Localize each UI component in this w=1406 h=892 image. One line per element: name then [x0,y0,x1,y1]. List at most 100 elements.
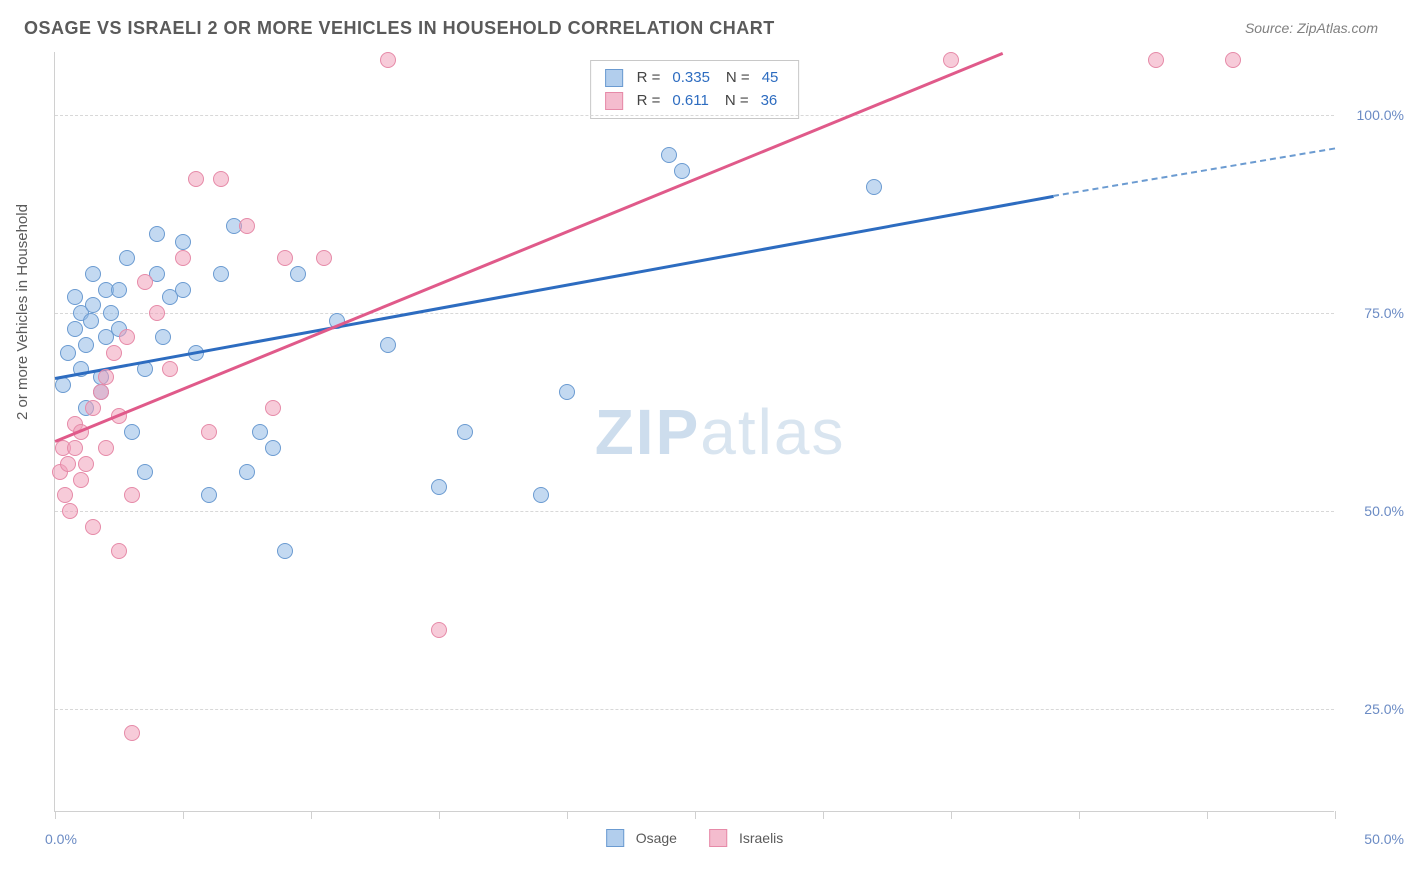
x-tick [311,811,312,819]
data-point [380,337,396,353]
legend-r-value: 0.611 [672,90,708,113]
x-tick [439,811,440,819]
gridline [55,709,1334,710]
data-point [62,503,78,519]
data-point [137,464,153,480]
data-point [533,487,549,503]
x-tick [951,811,952,819]
legend-r-label: R = [637,67,661,90]
data-point [380,52,396,68]
data-point [124,725,140,741]
chart-title: OSAGE VS ISRAELI 2 OR MORE VEHICLES IN H… [24,18,775,39]
data-point [149,226,165,242]
data-point [124,487,140,503]
legend-correlation: R =0.335N =45R =0.611N =36 [590,60,800,119]
y-tick-label: 100.0% [1357,107,1404,123]
data-point [85,519,101,535]
data-point [78,337,94,353]
data-point [83,313,99,329]
data-point [137,274,153,290]
x-tick [1079,811,1080,819]
legend-series-item: Israelis [709,829,783,847]
data-point [93,384,109,400]
trend-line [1053,147,1335,196]
data-point [674,163,690,179]
data-point [277,543,293,559]
legend-r-label: R = [637,90,661,113]
legend-swatch [606,829,624,847]
data-point [85,297,101,313]
data-point [239,464,255,480]
data-point [73,472,89,488]
data-point [119,250,135,266]
data-point [78,456,94,472]
data-point [213,171,229,187]
data-point [1225,52,1241,68]
data-point [175,250,191,266]
data-point [559,384,575,400]
x-tick [55,811,56,819]
data-point [60,345,76,361]
y-tick-label: 25.0% [1364,701,1404,717]
y-axis-title: 2 or more Vehicles in Household [14,204,31,420]
trend-line [55,52,1003,442]
x-tick [1207,811,1208,819]
data-point [277,250,293,266]
data-point [943,52,959,68]
data-point [201,487,217,503]
x-tick [1335,811,1336,819]
data-point [265,440,281,456]
data-point [60,456,76,472]
legend-n-value: 36 [761,90,778,113]
data-point [111,543,127,559]
legend-series-label: Israelis [739,830,783,846]
data-point [103,305,119,321]
data-point [119,329,135,345]
data-point [239,218,255,234]
watermark-strong: ZIP [595,396,701,468]
watermark: ZIPatlas [595,395,846,469]
data-point [252,424,268,440]
data-point [661,147,677,163]
gridline [55,313,1334,314]
x-tick [567,811,568,819]
data-point [431,622,447,638]
data-point [98,369,114,385]
x-axis-min-label: 0.0% [45,831,77,847]
data-point [866,179,882,195]
legend-series-label: Osage [636,830,677,846]
data-point [57,487,73,503]
data-point [67,321,83,337]
data-point [149,305,165,321]
y-tick-label: 75.0% [1364,305,1404,321]
data-point [67,440,83,456]
gridline [55,511,1334,512]
data-point [265,400,281,416]
data-point [85,400,101,416]
data-point [162,361,178,377]
trend-line [55,195,1054,380]
data-point [175,282,191,298]
data-point [316,250,332,266]
data-point [106,345,122,361]
source-attribution: Source: ZipAtlas.com [1245,20,1378,36]
legend-swatch [605,69,623,87]
legend-n-value: 45 [762,67,779,90]
data-point [290,266,306,282]
legend-row: R =0.611N =36 [605,90,785,113]
data-point [213,266,229,282]
data-point [98,440,114,456]
legend-row: R =0.335N =45 [605,67,785,90]
legend-swatch [605,92,623,110]
data-point [431,479,447,495]
data-point [1148,52,1164,68]
data-point [188,171,204,187]
data-point [457,424,473,440]
data-point [201,424,217,440]
x-tick [823,811,824,819]
x-tick [695,811,696,819]
legend-series: Osage Israelis [606,829,784,847]
data-point [175,234,191,250]
x-tick [183,811,184,819]
legend-r-value: 0.335 [672,67,710,90]
